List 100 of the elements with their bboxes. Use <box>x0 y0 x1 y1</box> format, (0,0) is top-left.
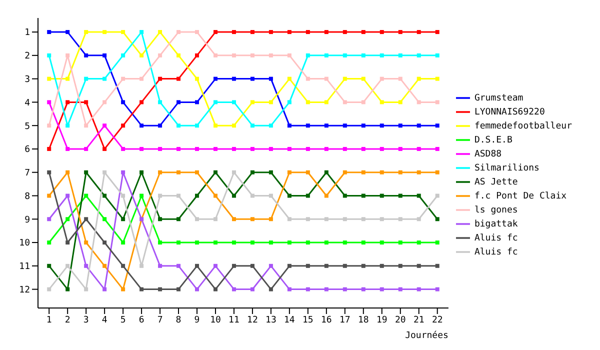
point <box>213 217 218 222</box>
point <box>66 170 70 174</box>
point <box>176 217 181 222</box>
point <box>195 240 200 245</box>
point <box>342 53 347 58</box>
point <box>213 30 218 34</box>
point <box>287 53 292 58</box>
point <box>250 146 254 151</box>
point <box>416 30 421 34</box>
point <box>416 146 421 151</box>
x-axis-title: Journées <box>405 330 448 341</box>
point <box>287 287 292 292</box>
point <box>232 170 236 174</box>
point <box>398 170 402 174</box>
legend-label: Silmarilions <box>474 163 540 174</box>
point <box>213 124 218 128</box>
point <box>158 217 162 222</box>
x-tick-label: 20 <box>394 315 406 326</box>
point <box>158 264 162 268</box>
point <box>287 146 292 151</box>
point <box>416 194 421 198</box>
point <box>232 217 236 222</box>
point <box>324 53 328 58</box>
point <box>47 30 52 34</box>
point <box>324 100 328 104</box>
point <box>398 146 402 151</box>
point <box>416 170 421 174</box>
point <box>342 194 347 198</box>
point <box>195 146 200 151</box>
point <box>342 287 347 292</box>
point <box>121 146 126 151</box>
x-tick-label: 19 <box>376 315 388 326</box>
point <box>287 170 292 174</box>
point <box>324 217 328 222</box>
point <box>140 170 144 174</box>
point <box>435 146 440 151</box>
point <box>268 146 273 151</box>
point <box>47 124 52 128</box>
point <box>176 194 181 198</box>
point <box>195 217 200 222</box>
point <box>47 170 52 174</box>
point <box>361 30 366 34</box>
point <box>213 53 218 58</box>
point <box>140 194 144 198</box>
point <box>102 76 107 81</box>
y-tick-label: 9 <box>24 215 30 226</box>
point <box>47 194 52 198</box>
point <box>176 264 181 268</box>
point <box>66 194 70 198</box>
point <box>102 170 107 174</box>
point <box>268 240 273 245</box>
point <box>306 217 310 222</box>
y-tick-label: 10 <box>19 238 30 249</box>
point <box>398 240 402 245</box>
y-tick-label: 4 <box>24 98 30 108</box>
y-tick-label: 1 <box>24 28 30 38</box>
x-tick-label: 1 <box>46 315 52 326</box>
point <box>102 30 107 34</box>
x-tick-label: 10 <box>210 315 221 326</box>
point <box>102 287 107 292</box>
point <box>47 217 52 222</box>
point <box>158 76 162 81</box>
point <box>232 240 236 245</box>
point <box>342 30 347 34</box>
point <box>121 76 126 81</box>
point <box>398 30 402 34</box>
point <box>361 76 366 81</box>
point <box>324 287 328 292</box>
point <box>342 146 347 151</box>
point <box>84 30 88 34</box>
point <box>250 53 254 58</box>
point <box>195 264 200 268</box>
x-tick-label: 13 <box>266 315 276 326</box>
point <box>306 287 310 292</box>
point <box>176 287 181 292</box>
point <box>416 53 421 58</box>
x-tick-label: 6 <box>138 315 144 326</box>
point <box>268 100 273 104</box>
point <box>66 264 70 268</box>
point <box>84 170 88 174</box>
point <box>398 76 402 81</box>
point <box>140 53 144 58</box>
point <box>287 30 292 34</box>
point <box>176 53 181 58</box>
point <box>232 146 236 151</box>
point <box>121 30 126 34</box>
point <box>195 194 200 198</box>
y-tick-label: 5 <box>24 122 30 132</box>
point <box>287 100 292 104</box>
point <box>435 76 440 81</box>
x-tick-label: 3 <box>83 315 89 326</box>
point <box>66 146 70 151</box>
point <box>140 287 144 292</box>
point <box>213 76 218 81</box>
point <box>250 240 254 245</box>
legend-label: LYONNAIS69220 <box>474 107 545 118</box>
point <box>232 264 236 268</box>
point <box>324 124 328 128</box>
point <box>195 76 200 81</box>
point <box>195 170 200 174</box>
